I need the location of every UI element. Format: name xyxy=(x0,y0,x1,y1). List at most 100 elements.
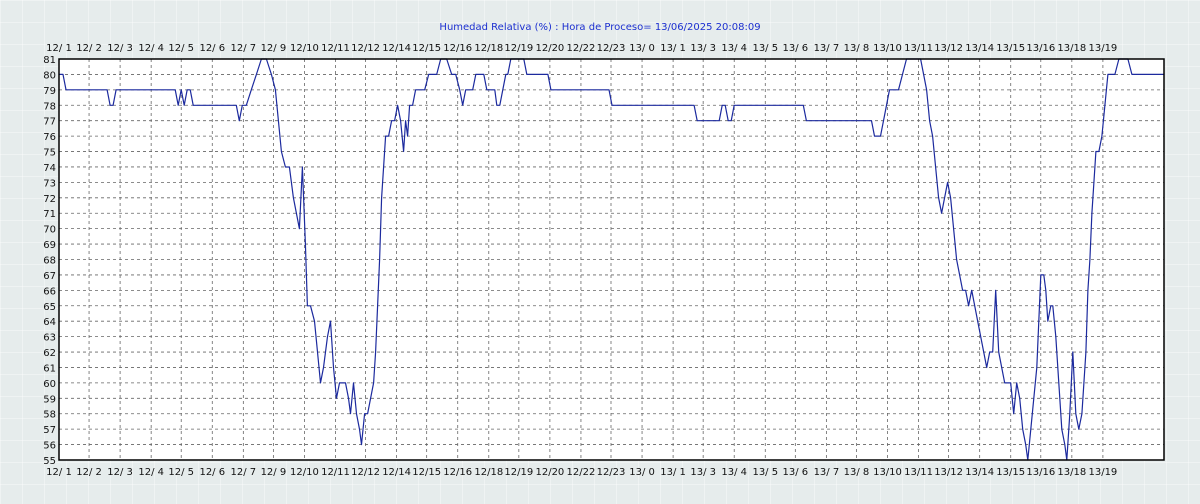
y-tick-label: 75 xyxy=(43,148,56,159)
x-tick-label-top: 13/12 xyxy=(934,43,963,54)
x-tick-label-top: 12/12 xyxy=(351,43,380,54)
x-tick-label-top: 12/23 xyxy=(597,43,626,54)
x-tick-label-top: 13/15 xyxy=(996,43,1025,54)
x-tick-label-bottom: 13/ 6 xyxy=(783,467,809,478)
grid-lines xyxy=(59,59,1164,460)
y-tick-label: 65 xyxy=(43,302,56,313)
x-tick-label-top: 13/10 xyxy=(873,43,902,54)
chart-title: Humedad Relativa (%) : Hora de Proceso= … xyxy=(439,22,760,33)
x-tick-label-top: 13/11 xyxy=(904,43,933,54)
x-tick-label-bottom: 12/ 3 xyxy=(107,467,133,478)
x-tick-label-bottom: 12/18 xyxy=(474,467,503,478)
x-tick-label-bottom: 12/16 xyxy=(443,467,472,478)
x-axis-ticks-bottom: 12/ 1 12/ 2 12/ 3 12/ 4 12/ 5 12/ 6 12/ 7 12/ 9… xyxy=(46,467,1117,478)
x-tick-label-bottom: 13/18 xyxy=(1057,467,1086,478)
y-tick-label: 80 xyxy=(43,70,56,81)
x-tick-label-bottom: 12/ 4 xyxy=(138,467,164,478)
x-tick-label-bottom: 12/15 xyxy=(412,467,441,478)
x-tick-label-bottom: 13/12 xyxy=(934,467,963,478)
x-axis-ticks-top: 12/ 1 12/ 2 12/ 3 12/ 4 12/ 5 12/ 6 12/ 7 12/ 9… xyxy=(46,43,1117,54)
x-tick-label-bottom: 12/19 xyxy=(504,467,533,478)
x-tick-label-top: 12/16 xyxy=(443,43,472,54)
x-tick-label-top: 12/11 xyxy=(321,43,350,54)
x-tick-label-bottom: 13/14 xyxy=(965,467,994,478)
x-tick-label-bottom: 13/11 xyxy=(904,467,933,478)
x-tick-label-bottom: 13/ 7 xyxy=(814,467,840,478)
x-tick-label-top: 13/ 4 xyxy=(721,43,747,54)
x-tick-label-top: 12/10 xyxy=(290,43,319,54)
y-tick-label: 60 xyxy=(43,379,56,390)
x-tick-label-top: 13/ 3 xyxy=(690,43,716,54)
x-tick-label-top: 13/14 xyxy=(965,43,994,54)
x-tick-label-top: 13/18 xyxy=(1057,43,1086,54)
y-tick-label: 68 xyxy=(43,256,56,267)
y-tick-label: 76 xyxy=(43,132,56,143)
x-tick-label-bottom: 12/22 xyxy=(567,467,596,478)
plot-border xyxy=(58,58,1165,461)
x-tick-label-bottom: 13/16 xyxy=(1026,467,1055,478)
x-tick-label-top: 12/15 xyxy=(412,43,441,54)
y-tick-label: 57 xyxy=(43,425,56,436)
y-tick-label: 77 xyxy=(43,117,56,128)
x-tick-label-bottom: 12/ 9 xyxy=(261,467,287,478)
x-tick-label-bottom: 13/ 0 xyxy=(629,467,655,478)
y-tick-label: 55 xyxy=(43,456,56,467)
x-tick-label-bottom: 12/ 2 xyxy=(76,467,102,478)
x-tick-label-bottom: 12/ 5 xyxy=(168,467,194,478)
x-tick-label-top: 13/ 8 xyxy=(844,43,870,54)
x-tick-label-bottom: 12/14 xyxy=(382,467,411,478)
y-tick-label: 58 xyxy=(43,410,56,421)
x-tick-label-bottom: 12/ 6 xyxy=(199,467,225,478)
x-tick-label-bottom: 13/10 xyxy=(873,467,902,478)
x-tick-label-bottom: 12/ 7 xyxy=(231,467,257,478)
x-tick-label-top: 12/22 xyxy=(567,43,596,54)
x-tick-label-bottom: 13/19 xyxy=(1088,467,1117,478)
y-tick-label: 59 xyxy=(43,394,56,405)
x-tick-label-top: 12/20 xyxy=(535,43,564,54)
x-tick-label-top: 12/ 1 xyxy=(46,43,72,54)
x-tick-label-bottom: 12/20 xyxy=(535,467,564,478)
x-tick-label-top: 12/ 9 xyxy=(261,43,287,54)
x-tick-label-bottom: 13/ 4 xyxy=(721,467,747,478)
y-tick-label: 56 xyxy=(43,441,56,452)
x-tick-label-top: 12/ 4 xyxy=(138,43,164,54)
x-tick-label-top: 13/ 0 xyxy=(629,43,655,54)
y-tick-label: 73 xyxy=(43,178,56,189)
x-tick-label-top: 13/ 5 xyxy=(752,43,778,54)
x-tick-label-bottom: 12/ 1 xyxy=(46,467,72,478)
x-tick-label-top: 13/19 xyxy=(1088,43,1117,54)
x-tick-label-top: 13/16 xyxy=(1026,43,1055,54)
x-tick-label-top: 12/ 2 xyxy=(76,43,102,54)
y-tick-label: 69 xyxy=(43,240,56,251)
x-tick-label-bottom: 13/ 1 xyxy=(660,467,686,478)
y-tick-label: 71 xyxy=(43,209,56,220)
x-tick-label-bottom: 12/10 xyxy=(290,467,319,478)
x-tick-label-bottom: 13/15 xyxy=(996,467,1025,478)
x-tick-label-top: 12/18 xyxy=(474,43,503,54)
y-tick-label: 61 xyxy=(43,363,56,374)
y-tick-label: 67 xyxy=(43,271,56,282)
y-axis-ticks: 55 56 57 58 59 60 61 62 63 64 65 66 67 68 69 70 71 72 73 74… xyxy=(43,55,56,467)
y-tick-label: 64 xyxy=(43,317,56,328)
series-group xyxy=(59,58,1164,461)
y-tick-label: 74 xyxy=(43,163,56,174)
x-tick-label-bottom: 13/ 5 xyxy=(752,467,778,478)
x-tick-label-top: 12/19 xyxy=(504,43,533,54)
x-tick-label-bottom: 12/11 xyxy=(321,467,350,478)
x-tick-label-top: 13/ 1 xyxy=(660,43,686,54)
y-tick-label: 79 xyxy=(43,86,56,97)
x-tick-label-bottom: 12/23 xyxy=(597,467,626,478)
x-tick-label-top: 12/ 6 xyxy=(199,43,225,54)
y-tick-label: 81 xyxy=(43,55,56,66)
x-tick-label-top: 13/ 6 xyxy=(783,43,809,54)
x-tick-label-bottom: 12/12 xyxy=(351,467,380,478)
y-tick-label: 72 xyxy=(43,194,56,205)
y-tick-label: 78 xyxy=(43,101,56,112)
x-tick-label-top: 12/ 5 xyxy=(168,43,194,54)
x-tick-label-top: 12/ 7 xyxy=(231,43,257,54)
x-tick-label-bottom: 13/ 3 xyxy=(690,467,716,478)
y-tick-label: 63 xyxy=(43,333,56,344)
x-tick-label-top: 12/14 xyxy=(382,43,411,54)
y-tick-label: 62 xyxy=(43,348,56,359)
